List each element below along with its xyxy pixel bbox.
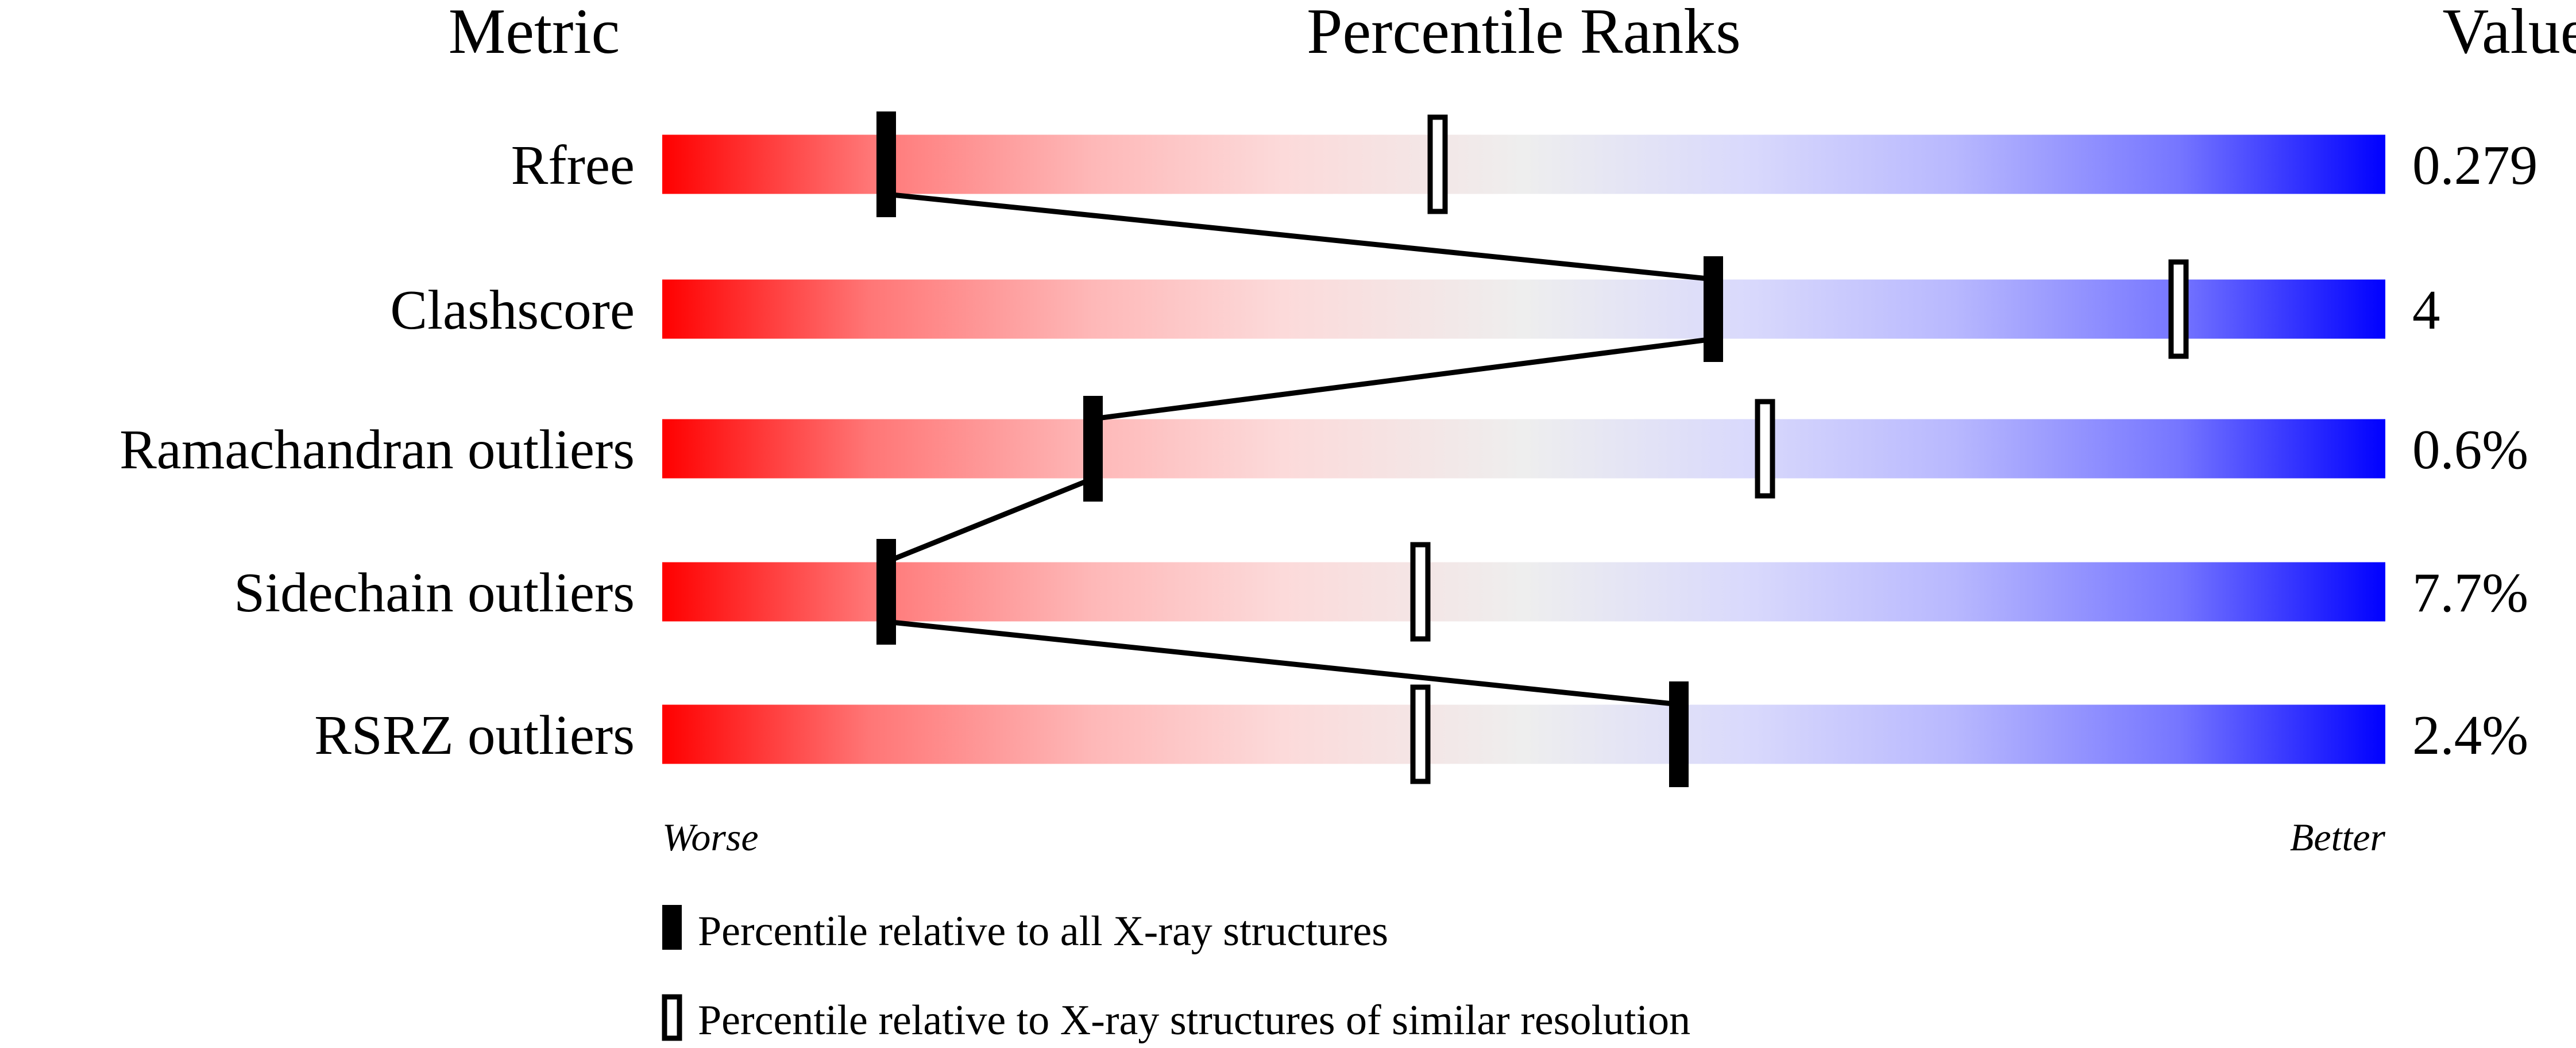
percentile-bar [662, 704, 2385, 764]
connector-line [886, 619, 1679, 707]
metric-label: Clashscore [390, 279, 635, 341]
metric-label: Ramachandran outliers [119, 419, 635, 480]
marker-similar-resolution [1410, 542, 1431, 642]
header-value: Value [2442, 0, 2576, 67]
metric-value: 0.6% [2412, 419, 2528, 480]
percentile-bar [662, 134, 2385, 194]
marker-similar-resolution [1755, 399, 1775, 499]
marker-all-structures [876, 111, 896, 217]
connector-line [886, 191, 1714, 282]
metric-value: 4 [2412, 279, 2440, 341]
metric-label: RSRZ outliers [314, 704, 635, 766]
connector-line [1092, 336, 1714, 422]
legend-similar-label: Percentile relative to X-ray structures … [698, 997, 1690, 1044]
legend-open-marker-icon [662, 994, 682, 1041]
legend-filled-marker-icon [662, 905, 682, 950]
metric-label: Rfree [511, 134, 635, 196]
metric-label: Sidechain outliers [234, 562, 635, 623]
percentile-bar [662, 562, 2385, 622]
marker-all-structures [876, 539, 896, 645]
marker-similar-resolution [2168, 259, 2189, 359]
metric-value: 7.7% [2412, 562, 2528, 623]
axis-label-better: Better [2290, 815, 2386, 859]
metric-value: 0.279 [2412, 134, 2538, 196]
marker-similar-resolution [1427, 114, 1448, 214]
marker-all-structures [1704, 256, 1723, 362]
connector-line [885, 476, 1094, 565]
axis-label-worse: Worse [662, 815, 759, 859]
marker-all-structures [1083, 396, 1103, 502]
marker-all-structures [1669, 681, 1689, 787]
header-percentile-ranks: Percentile Ranks [1307, 0, 1741, 67]
percentile-bar [662, 279, 2385, 339]
metric-value: 2.4% [2412, 704, 2528, 766]
legend-all-label: Percentile relative to all X-ray structu… [698, 908, 1388, 955]
header-metric: Metric [449, 0, 620, 67]
percentile-bar [662, 419, 2385, 479]
marker-similar-resolution [1410, 684, 1431, 784]
